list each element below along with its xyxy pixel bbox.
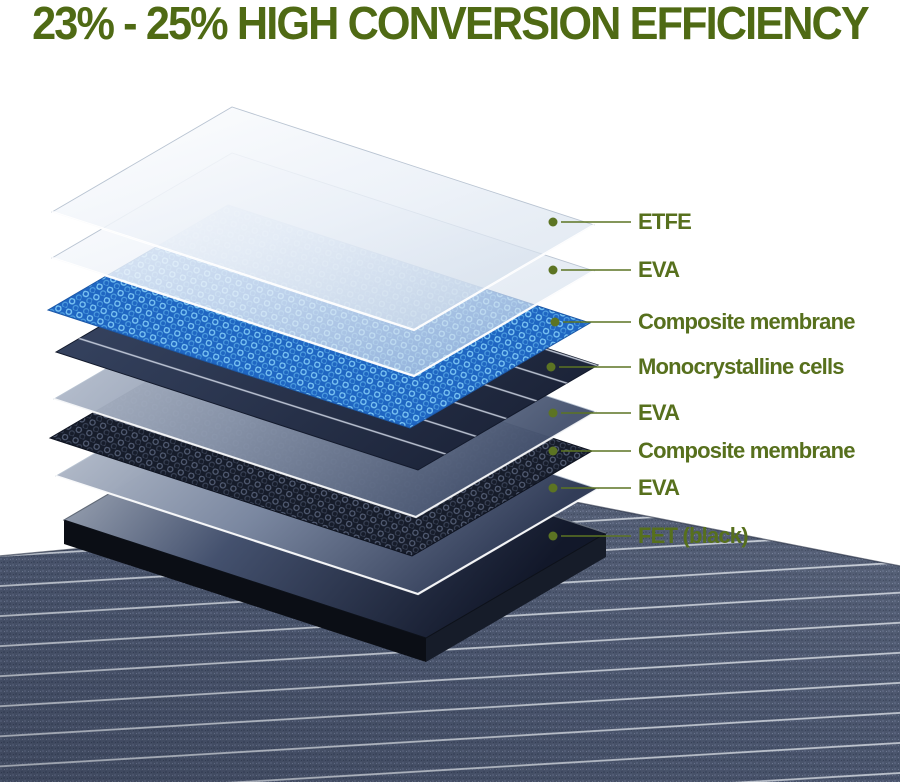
callouts (546, 217, 631, 541)
layer-label-eva-mid: EVA (638, 400, 680, 425)
callout-fet (548, 531, 631, 541)
layer-label-monocrystalline-cells: Monocrystalline cells (638, 354, 845, 379)
headline: 23% - 25% HIGH CONVERSION EFFICIENCY (32, 0, 870, 49)
callout-composite-membrane-upper (550, 317, 631, 327)
callout-eva-bottom (548, 483, 631, 493)
callout-eva-mid (548, 408, 631, 418)
layer-label-composite-membrane-lower: Composite membrane (638, 438, 855, 463)
layer-label-eva-bottom: EVA (638, 475, 680, 500)
callout-etfe (548, 217, 631, 227)
callout-eva-top (548, 265, 631, 275)
layer-etfe (50, 106, 596, 332)
callout-composite-membrane-lower (548, 446, 631, 456)
layer-label-fet: FET (black) (638, 523, 749, 548)
layer-label-eva-top: EVA (638, 257, 680, 282)
layer-label-etfe: ETFE (638, 209, 692, 234)
callout-monocrystalline-cells (546, 362, 631, 372)
layer-label-composite-membrane-upper: Composite membrane (638, 309, 855, 334)
